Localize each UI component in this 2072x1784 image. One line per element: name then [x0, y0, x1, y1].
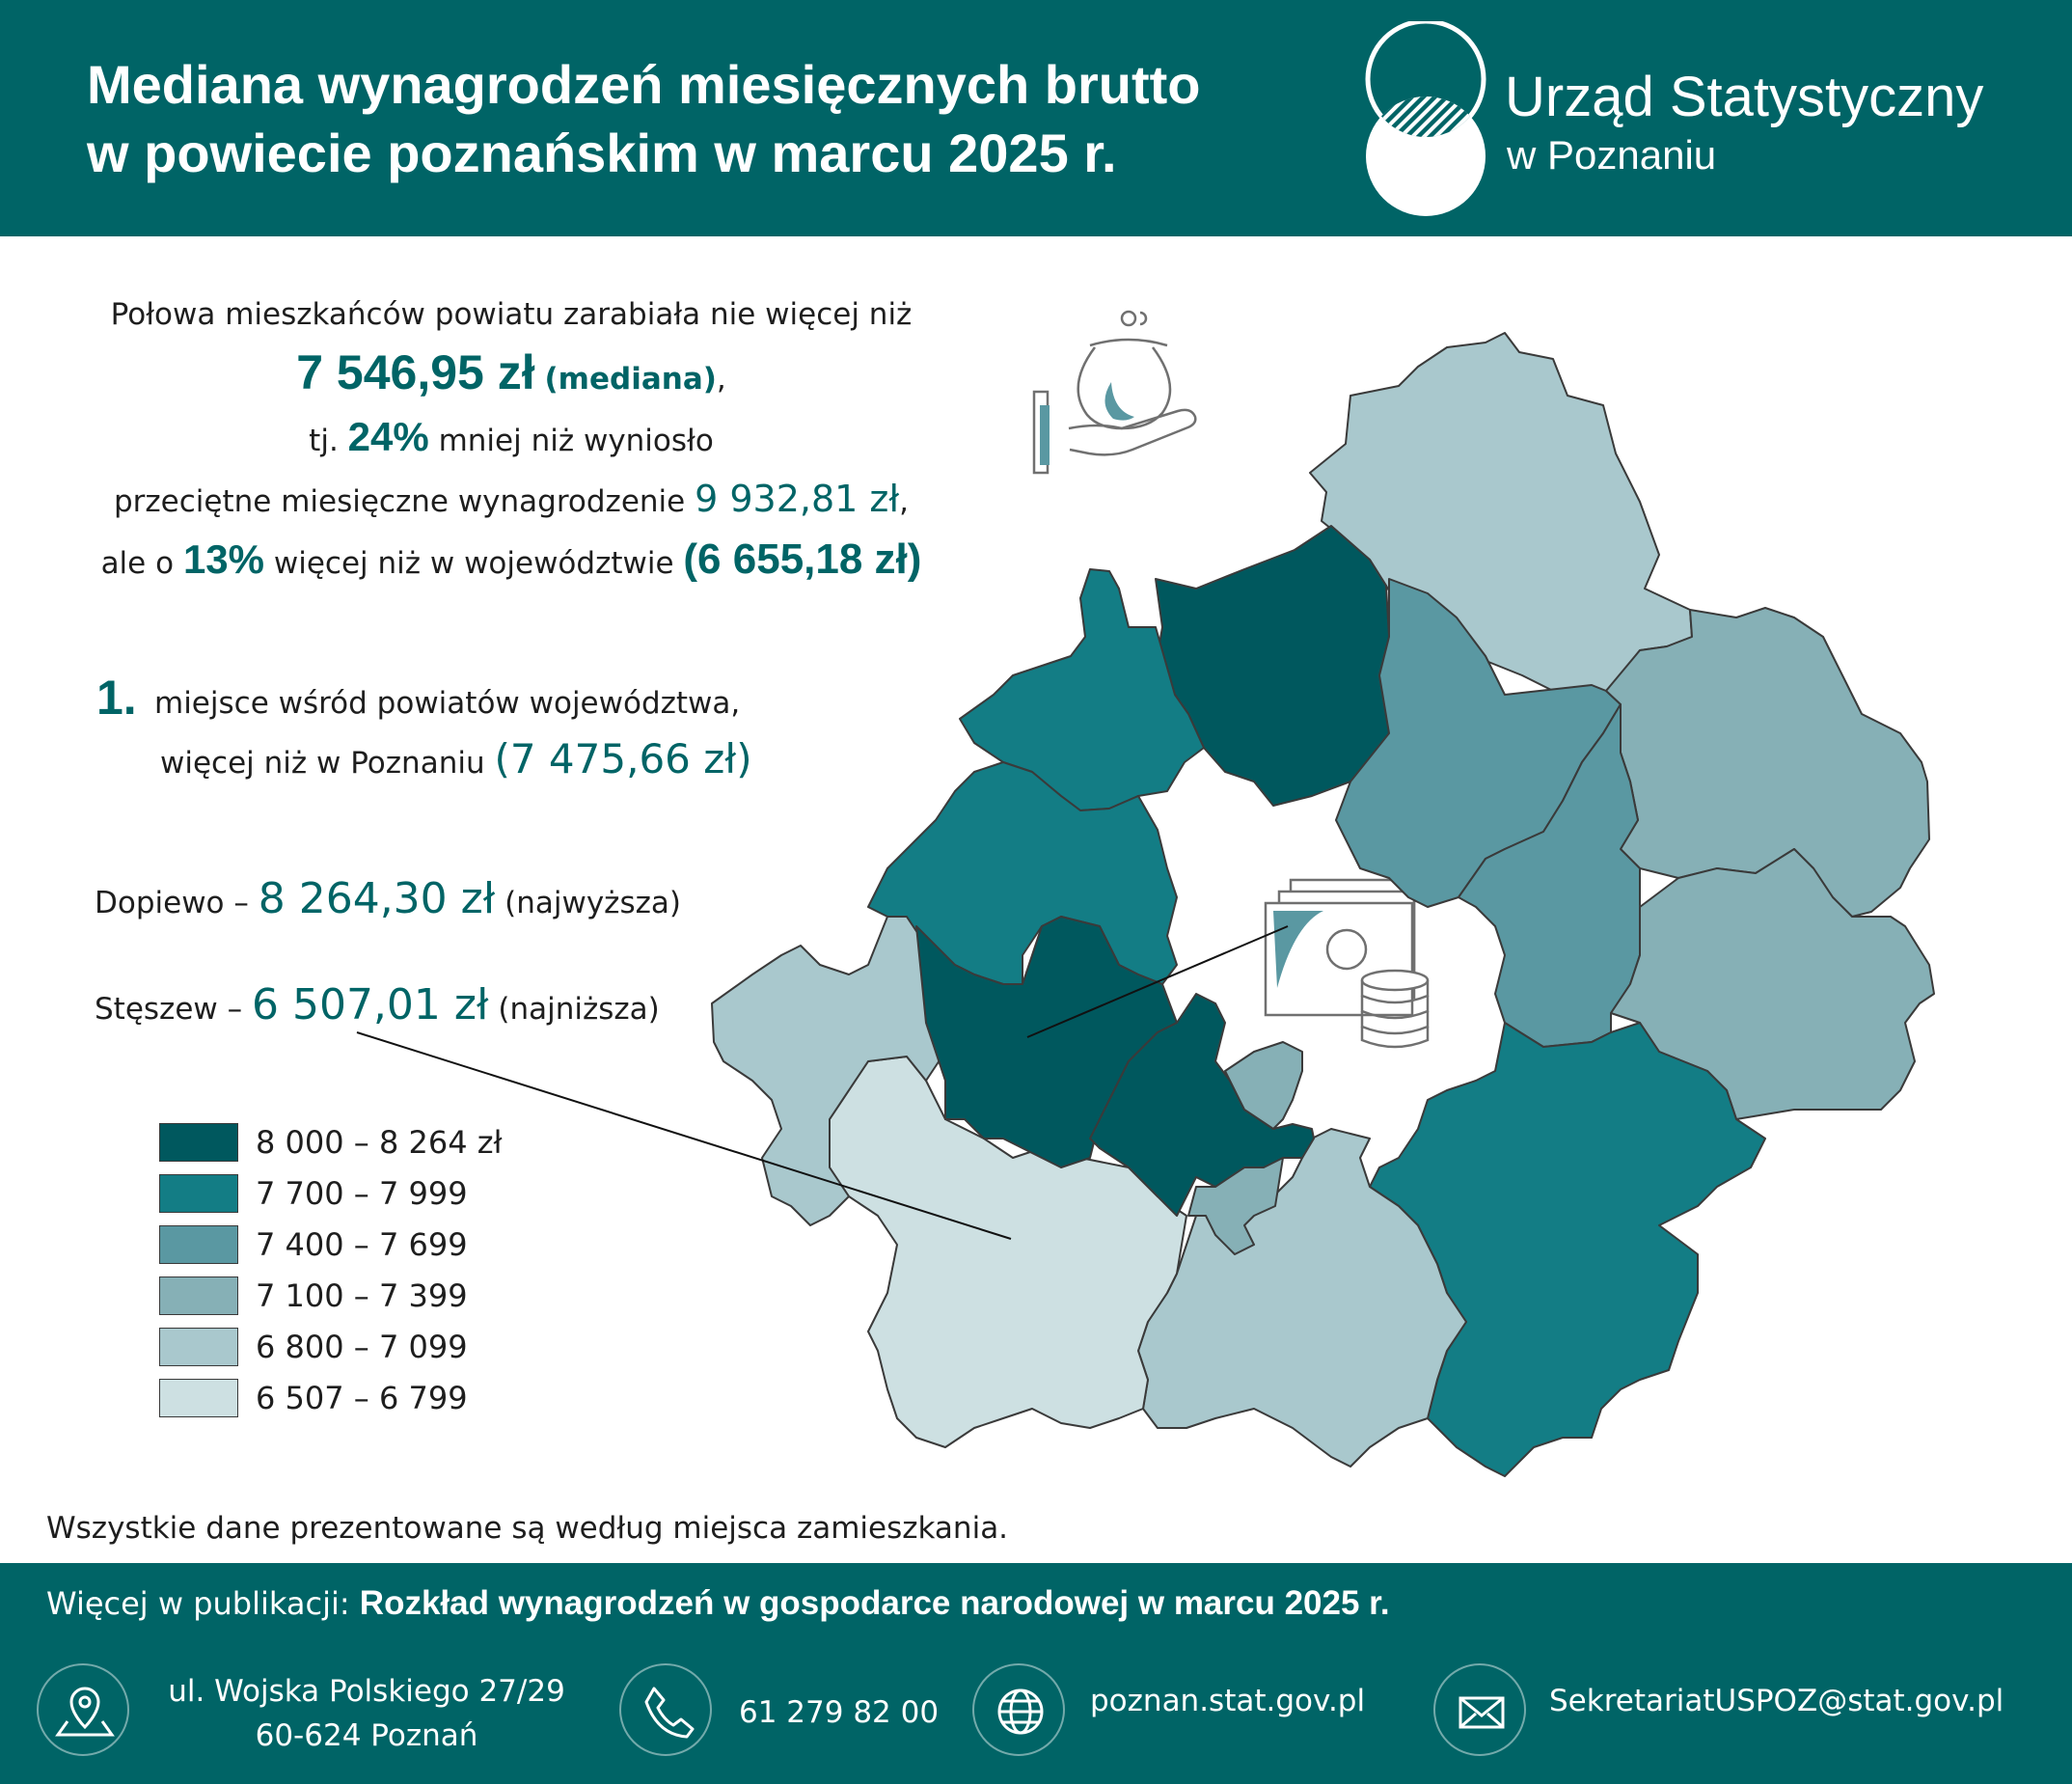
legend-swatch	[159, 1276, 238, 1315]
pct-vs-average: 24%	[347, 414, 429, 459]
region-south-east	[1369, 1022, 1766, 1477]
line4-suffix: ,	[899, 484, 909, 519]
legend-item: 7 400 – 7 699	[159, 1225, 564, 1268]
legend-label: 8 000 – 8 264 zł	[256, 1124, 503, 1161]
legend-label: 7 400 – 7 699	[256, 1226, 468, 1263]
summary-line-5: ale o 13% więcej niż w województwie (6 6…	[58, 531, 965, 592]
office-logo-icon	[1365, 21, 1486, 216]
summary-text: Połowa mieszkańców powiatu zarabiała nie…	[58, 286, 965, 592]
header-bar: Mediana wynagrodzeń miesięcznych brutto …	[0, 0, 2072, 236]
summary-line-4: przeciętne miesięczne wynagrodzenie 9 93…	[58, 470, 965, 531]
legend-item: 7 700 – 7 999	[159, 1174, 564, 1217]
email-link[interactable]: SekretariatUSPOZ@stat.gov.pl	[1549, 1684, 2004, 1718]
legend-label: 7 700 – 7 999	[256, 1175, 468, 1212]
callout-highest-name: Dopiewo –	[95, 886, 249, 920]
line3-suffix: mniej niż wyniosło	[438, 424, 714, 458]
line4-text: przeciętne miesięczne wynagrodzenie	[113, 484, 686, 519]
voivodeship-value: (6 655,18 zł)	[683, 535, 922, 583]
median-value: 7 546,95 zł	[296, 345, 535, 399]
envelope-icon	[1433, 1663, 1526, 1756]
legend-item: 6 800 – 7 099	[159, 1328, 564, 1370]
publication-label: Więcej w publikacji:	[46, 1585, 350, 1622]
page-title: Mediana wynagrodzeń miesięcznych brutto …	[87, 50, 1293, 187]
address: ul. Wojska Polskiego 27/29 60-624 Poznań	[145, 1669, 588, 1758]
legend-label: 7 100 – 7 399	[256, 1277, 468, 1314]
globe-icon	[972, 1663, 1065, 1756]
region-center-small-1	[1224, 1041, 1303, 1130]
legend-item: 8 000 – 8 264 zł	[159, 1123, 564, 1166]
rank-line-2: więcej niż w Poznaniu (7 475,66 zł)	[160, 731, 752, 791]
legend-label: 6 507 – 6 799	[256, 1380, 468, 1416]
summary-line-1: Połowa mieszkańców powiatu zarabiała nie…	[110, 297, 913, 332]
hand-coin-purse-icon	[1032, 310, 1197, 475]
callout-lowest: Stęszew – 6 507,01 zł (najniższa)	[95, 980, 660, 1029]
callout-highest-note: (najwyższa)	[504, 886, 681, 920]
legend-item: 6 507 – 6 799	[159, 1379, 564, 1421]
median-label: (mediana)	[544, 362, 717, 397]
publication-line: Więcej w publikacji: Rozkład wynagrodzeń…	[46, 1584, 1390, 1623]
poznan-value: (7 475,66 zł)	[494, 735, 752, 782]
line5-text: więcej niż w województwie	[273, 546, 674, 581]
title-line-2: w powiecie poznańskim w marcu 2025 r.	[87, 123, 1117, 183]
line3-prefix: tj.	[309, 424, 339, 458]
publication-title[interactable]: Rozkład wynagrodzeń w gospodarce narodow…	[359, 1584, 1390, 1622]
address-line-1: ul. Wojska Polskiego 27/29	[168, 1674, 565, 1709]
leader-line-highest	[1026, 925, 1289, 1038]
legend-swatch	[159, 1123, 238, 1162]
website-link[interactable]: poznan.stat.gov.pl	[1090, 1684, 1366, 1718]
legend-label: 6 800 – 7 099	[256, 1329, 468, 1365]
phone-number[interactable]: 61 279 82 00	[739, 1695, 940, 1730]
callout-lowest-name: Stęszew –	[95, 992, 243, 1027]
org-subtitle: w Poznaniu	[1507, 132, 1717, 178]
footer-bar: Więcej w publikacji: Rozkład wynagrodzeń…	[0, 1563, 2072, 1784]
region-west	[711, 916, 946, 1226]
data-note: Wszystkie dane prezentowane są według mi…	[46, 1511, 1009, 1546]
region-steszew	[829, 1056, 1187, 1448]
rank-line-2-text: więcej niż w Poznaniu	[160, 746, 485, 781]
summary-line-3: tj. 24% mniej niż wyniosło	[58, 408, 965, 470]
summary-line-2: 7 546,95 zł (mediana),	[58, 343, 965, 408]
title-line-1: Mediana wynagrodzeń miesięcznych brutto	[87, 54, 1201, 115]
legend-swatch	[159, 1225, 238, 1264]
rank-line-1: miejsce wśród powiatów województwa,	[154, 686, 741, 721]
address-line-2: 60-624 Poznań	[255, 1718, 478, 1753]
leader-line-lowest	[356, 1031, 1012, 1240]
phone-icon	[619, 1663, 712, 1756]
legend-item: 7 100 – 7 399	[159, 1276, 564, 1319]
callout-highest-value: 8 264,30 zł	[258, 874, 496, 923]
callout-lowest-note: (najniższa)	[498, 992, 660, 1027]
line5-prefix: ale o	[100, 546, 175, 581]
legend-swatch	[159, 1328, 238, 1366]
average-wage-value: 9 932,81 zł	[695, 478, 900, 520]
rank-number: 1.	[96, 671, 137, 725]
callout-highest: Dopiewo – 8 264,30 zł (najwyższa)	[95, 874, 681, 923]
legend-swatch	[159, 1174, 238, 1213]
region-center-small-2	[1187, 1157, 1284, 1255]
legend-swatch	[159, 1379, 238, 1417]
pct-vs-voivodeship: 13%	[182, 536, 264, 582]
callout-lowest-value: 6 507,01 zł	[251, 980, 489, 1029]
region-north	[1155, 525, 1390, 807]
median-suffix: ,	[716, 362, 726, 397]
documents-coins-icon	[1264, 878, 1430, 1049]
org-name: Urząd Statystyczny	[1505, 66, 1984, 128]
location-pin-icon	[37, 1663, 129, 1756]
